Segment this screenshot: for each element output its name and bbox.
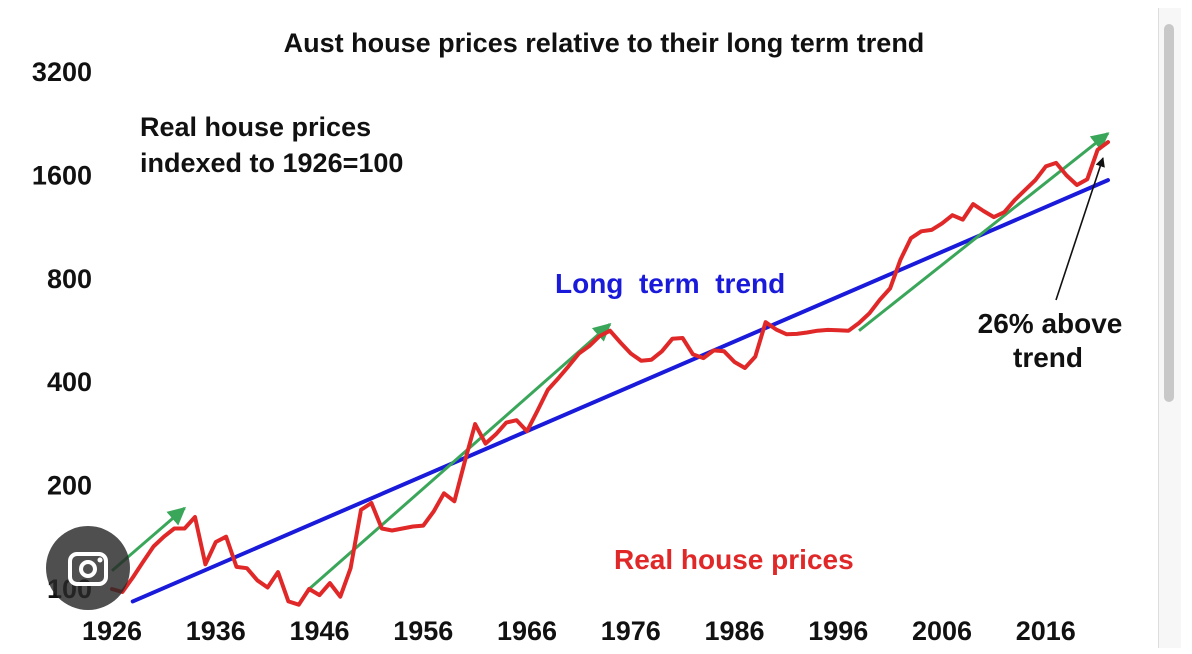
lens-search-icon [68,552,108,586]
x-tick-label-2016: 2016 [1016,616,1076,646]
x-tick-label-1946: 1946 [289,616,349,646]
x-tick-label-1926: 1926 [82,616,142,646]
y-tick-label-1600: 1600 [32,160,92,190]
highlight-arrow-3 [858,132,1110,332]
series-label: Real house prices [614,544,854,575]
y-tick-label-3200: 3200 [32,57,92,87]
x-tick-label-1976: 1976 [601,616,661,646]
trend-label: Long term trend [555,268,785,299]
x-tick-label-1956: 1956 [393,616,453,646]
chart-subtitle-line-2: indexed to 1926=100 [140,148,403,178]
scrollbar-thumb[interactable] [1164,24,1174,402]
x-tick-label-1986: 1986 [704,616,764,646]
x-tick-label-1936: 1936 [186,616,246,646]
highlight-arrow-2 [308,323,612,591]
chart-subtitle-line-1: Real house prices [140,112,371,142]
x-tick-label-1966: 1966 [497,616,557,646]
y-tick-label-400: 400 [47,367,92,397]
y-tick-label-800: 800 [47,264,92,294]
chart-title: Aust house prices relative to their long… [284,28,925,58]
y-tick-label-200: 200 [47,471,92,501]
long-term-trend-line [130,178,1110,604]
above-trend-label-line-2: trend [1013,342,1083,373]
y-axis-ticks: 32001600800400200100 [32,57,92,604]
x-axis-ticks: 1926 1936 1946 1956 1966 1976 1986 1996 2006 2016 [82,616,1076,646]
x-tick-label-2006: 2006 [912,616,972,646]
lens-search-button[interactable] [46,526,130,610]
x-tick-label-1996: 1996 [808,616,868,646]
above-trend-label-line-1: 26% above [978,308,1123,339]
real-house-prices-line [110,140,1110,607]
highlight-arrows [111,132,1110,591]
above-trend-pointer-arrow [1055,157,1105,301]
